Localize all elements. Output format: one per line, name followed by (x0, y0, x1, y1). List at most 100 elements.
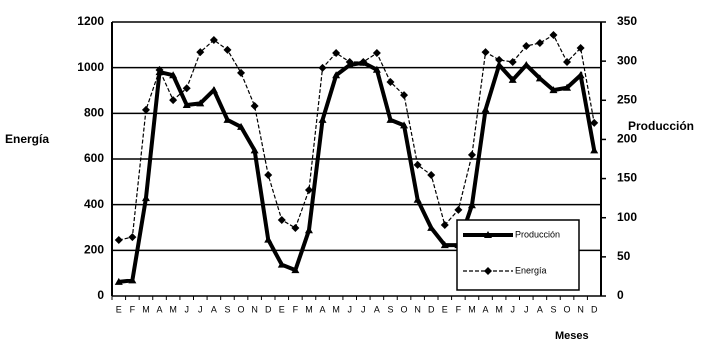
marker (522, 61, 531, 69)
marker (277, 260, 286, 268)
x-tick-label: J (361, 304, 366, 314)
x-axis-label: Meses (555, 330, 589, 341)
marker (413, 195, 422, 203)
marker (114, 236, 123, 245)
x-tick-label: M (142, 304, 150, 314)
marker (427, 170, 436, 179)
x-tick-label: A (537, 304, 543, 314)
marker (250, 102, 259, 111)
x-tick-label: S (550, 304, 556, 314)
y2-tick-label: 100 (617, 210, 637, 224)
marker (332, 71, 341, 79)
x-tick-label: J (184, 304, 189, 314)
marker (359, 57, 368, 66)
x-tick-label: N (414, 304, 421, 314)
marker (481, 48, 490, 57)
x-tick-label: O (564, 304, 571, 314)
legend-box (456, 219, 580, 291)
marker (386, 78, 395, 87)
marker (182, 100, 191, 108)
marker (440, 220, 449, 229)
y2-tick-label: 0 (617, 288, 624, 302)
y-tick-label: 0 (97, 288, 104, 302)
x-tick-label: F (130, 304, 136, 314)
marker (454, 205, 463, 214)
x-tick-label: F (293, 304, 299, 314)
y-tick-label: 800 (84, 106, 104, 120)
legend-label: Producción (515, 229, 560, 239)
x-tick-label: J (347, 304, 352, 314)
x-tick-label: M (495, 304, 503, 314)
marker (508, 75, 517, 83)
marker (535, 74, 544, 82)
x-tick-label: D (591, 304, 598, 314)
y2-tick-label: 200 (617, 132, 637, 146)
y2-axis-label: Producción (628, 119, 694, 133)
marker (495, 55, 504, 64)
marker (250, 146, 259, 154)
marker (522, 41, 531, 50)
marker (467, 150, 476, 159)
marker (128, 233, 137, 242)
x-tick-label: N (251, 304, 258, 314)
x-tick-label: E (442, 304, 448, 314)
x-tick-label: O (401, 304, 408, 314)
marker (549, 31, 558, 40)
marker (576, 44, 585, 53)
marker (563, 57, 572, 66)
y-tick-label: 1200 (77, 14, 104, 28)
y-tick-label: 400 (84, 197, 104, 211)
marker (182, 84, 191, 93)
marker (141, 194, 150, 202)
marker (169, 96, 178, 105)
x-tick-label: M (305, 304, 313, 314)
marker (264, 235, 273, 243)
x-tick-label: S (387, 304, 393, 314)
x-tick-label: F (456, 304, 462, 314)
marker (400, 121, 409, 129)
marker (440, 241, 449, 249)
y2-tick-label: 350 (617, 14, 637, 28)
marker (169, 71, 178, 79)
marker (209, 86, 218, 94)
y-tick-label: 1000 (77, 60, 104, 74)
x-tick-label: D (265, 304, 272, 314)
x-tick-label: A (483, 304, 489, 314)
x-tick-label: J (510, 304, 515, 314)
series-line (118, 34, 595, 241)
y2-tick-label: 50 (617, 249, 631, 263)
marker (291, 223, 300, 232)
marker (508, 57, 517, 66)
marker (128, 276, 137, 284)
x-tick-label: E (279, 304, 285, 314)
y2-tick-label: 300 (617, 53, 637, 67)
x-tick-label: O (238, 304, 245, 314)
marker (196, 99, 205, 107)
x-tick-label: J (524, 304, 529, 314)
marker (549, 86, 558, 94)
marker (495, 61, 504, 69)
marker (590, 146, 599, 154)
marker (291, 266, 300, 274)
marker (264, 170, 273, 179)
marker (223, 45, 232, 54)
marker (400, 91, 409, 100)
marker (237, 68, 246, 77)
marker (277, 215, 286, 224)
legend-label: Energía (515, 265, 547, 275)
marker (413, 160, 422, 169)
marker (237, 122, 246, 130)
marker (141, 105, 150, 114)
y2-tick-label: 150 (617, 171, 637, 185)
y2-tick-label: 250 (617, 92, 637, 106)
x-tick-label: M (169, 304, 177, 314)
marker (386, 115, 395, 123)
x-tick-label: S (224, 304, 230, 314)
x-tick-label: M (468, 304, 476, 314)
marker (114, 277, 123, 285)
marker (590, 118, 599, 127)
marker (563, 83, 572, 91)
marker (427, 223, 436, 231)
x-tick-label: N (577, 304, 584, 314)
